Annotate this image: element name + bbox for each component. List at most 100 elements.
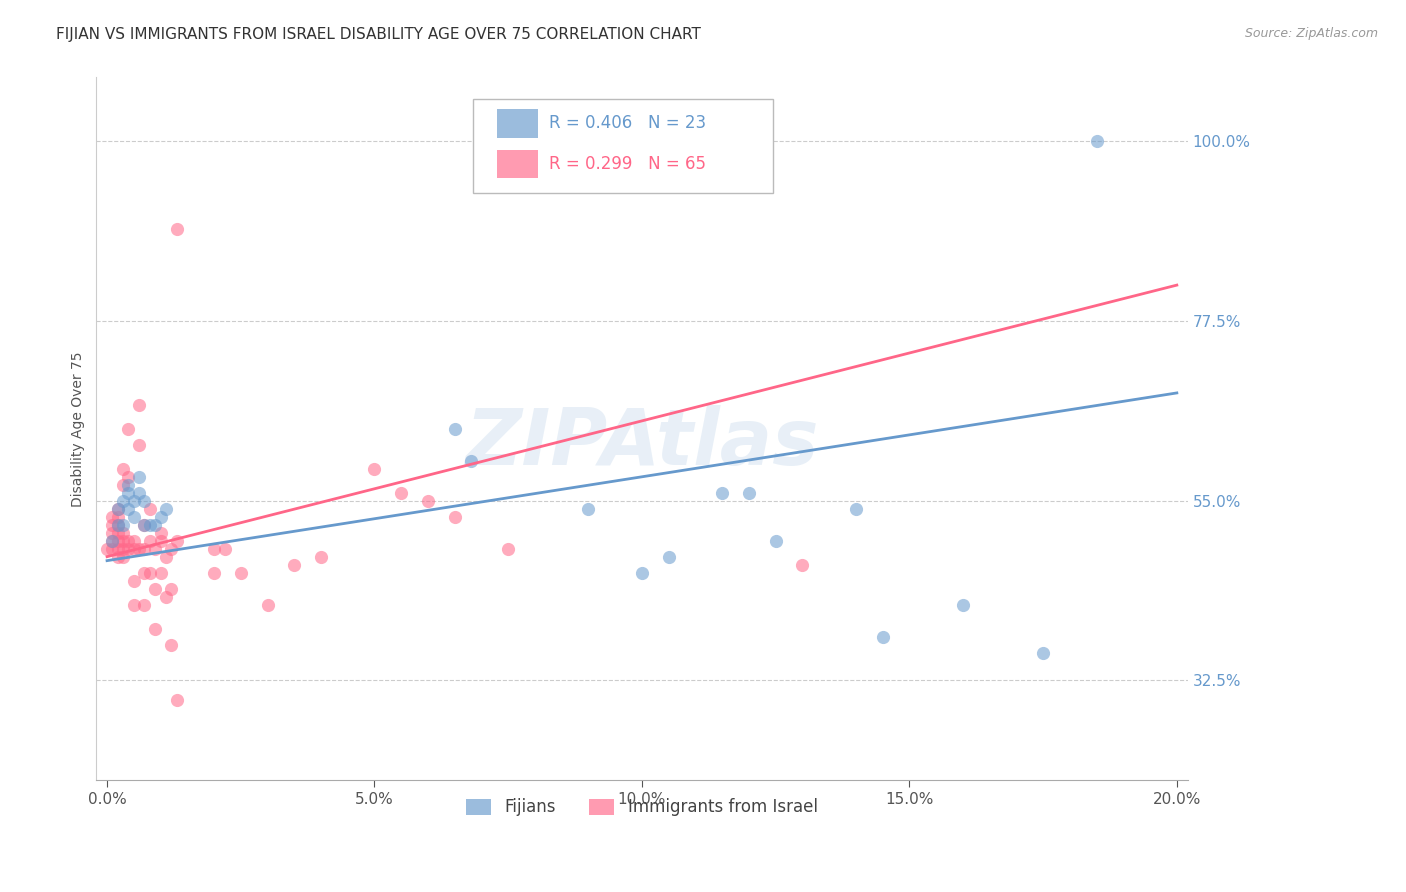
Point — [117, 477, 139, 491]
Point — [107, 533, 129, 548]
Point — [101, 541, 124, 556]
Point — [202, 541, 225, 556]
Point — [166, 222, 188, 236]
Point — [309, 549, 332, 564]
Point — [143, 622, 166, 636]
Point — [443, 422, 465, 436]
Point — [416, 493, 439, 508]
Legend: Fijians, Immigrants from Israel: Fijians, Immigrants from Israel — [458, 790, 827, 825]
Point — [139, 501, 162, 516]
Point — [139, 533, 162, 548]
Point — [128, 438, 150, 452]
Point — [101, 533, 124, 548]
Point — [128, 541, 150, 556]
Point — [496, 541, 519, 556]
Point — [155, 549, 177, 564]
Point — [155, 501, 177, 516]
Point — [1085, 134, 1108, 148]
Point — [134, 517, 156, 532]
Point — [149, 525, 172, 540]
Point — [117, 485, 139, 500]
Point — [122, 533, 145, 548]
Point — [112, 549, 135, 564]
Point — [256, 598, 278, 612]
Point — [96, 541, 118, 556]
Point — [112, 533, 135, 548]
Point — [107, 541, 129, 556]
Bar — [496, 150, 538, 178]
Point — [107, 525, 129, 540]
Point — [112, 541, 135, 556]
Point — [134, 541, 156, 556]
Point — [128, 398, 150, 412]
Point — [149, 509, 172, 524]
Point — [202, 566, 225, 580]
Point — [166, 693, 188, 707]
Text: Source: ZipAtlas.com: Source: ZipAtlas.com — [1244, 27, 1378, 40]
Point — [214, 541, 236, 556]
Point — [122, 574, 145, 588]
Text: R = 0.406   N = 23: R = 0.406 N = 23 — [550, 114, 706, 133]
Point — [160, 638, 183, 652]
Point — [952, 598, 974, 612]
Point — [122, 541, 145, 556]
Point — [1032, 646, 1054, 660]
Point — [112, 477, 135, 491]
Text: FIJIAN VS IMMIGRANTS FROM ISRAEL DISABILITY AGE OVER 75 CORRELATION CHART: FIJIAN VS IMMIGRANTS FROM ISRAEL DISABIL… — [56, 27, 702, 42]
Bar — [496, 110, 538, 137]
Point — [117, 422, 139, 436]
Point — [112, 517, 135, 532]
Point — [134, 598, 156, 612]
Point — [143, 541, 166, 556]
Point — [107, 517, 129, 532]
Point — [107, 549, 129, 564]
Point — [117, 470, 139, 484]
Point — [134, 493, 156, 508]
Point — [658, 549, 681, 564]
Point — [143, 582, 166, 596]
Point — [845, 501, 868, 516]
Point — [765, 533, 787, 548]
Point — [139, 566, 162, 580]
FancyBboxPatch shape — [472, 98, 773, 194]
Point — [117, 541, 139, 556]
Text: R = 0.299   N = 65: R = 0.299 N = 65 — [550, 155, 706, 173]
Point — [112, 493, 135, 508]
Point — [872, 630, 894, 644]
Point — [166, 533, 188, 548]
Point — [134, 517, 156, 532]
Point — [117, 501, 139, 516]
Point — [139, 517, 162, 532]
Point — [283, 558, 305, 572]
Point — [101, 517, 124, 532]
Point — [107, 501, 129, 516]
Point — [149, 533, 172, 548]
Point — [128, 470, 150, 484]
Point — [107, 517, 129, 532]
Point — [578, 501, 600, 516]
Y-axis label: Disability Age Over 75: Disability Age Over 75 — [72, 351, 86, 507]
Point — [460, 454, 482, 468]
Point — [101, 533, 124, 548]
Text: ZIPAtlas: ZIPAtlas — [465, 405, 818, 481]
Point — [107, 509, 129, 524]
Point — [738, 485, 761, 500]
Point — [389, 485, 412, 500]
Point — [107, 501, 129, 516]
Point — [101, 525, 124, 540]
Point — [143, 517, 166, 532]
Point — [631, 566, 654, 580]
Point — [134, 566, 156, 580]
Point — [363, 462, 385, 476]
Point — [122, 509, 145, 524]
Point — [160, 541, 183, 556]
Point — [149, 566, 172, 580]
Point — [160, 582, 183, 596]
Point — [128, 485, 150, 500]
Point — [155, 590, 177, 604]
Point — [122, 493, 145, 508]
Point — [229, 566, 252, 580]
Point — [122, 598, 145, 612]
Point — [101, 509, 124, 524]
Point — [112, 462, 135, 476]
